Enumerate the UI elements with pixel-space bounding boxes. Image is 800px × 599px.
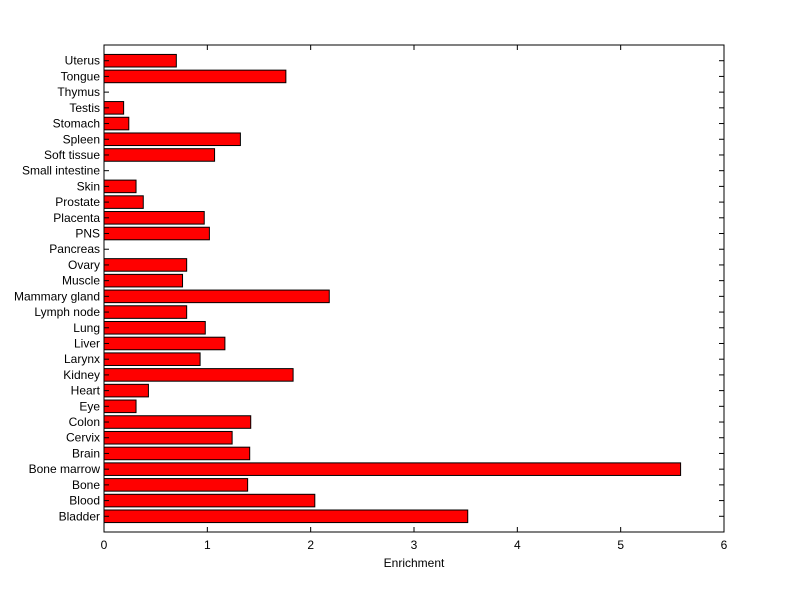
y-tick-label: Cervix bbox=[66, 431, 100, 445]
bar-brain bbox=[103, 446, 251, 461]
x-axis-label: Enrichment bbox=[384, 556, 445, 570]
y-tick-label: Small intestine bbox=[22, 164, 100, 178]
y-tick-label: Skin bbox=[77, 179, 100, 193]
bar-heart bbox=[103, 383, 149, 398]
y-tick-label: Eye bbox=[79, 399, 100, 413]
y-tick-label: PNS bbox=[75, 227, 100, 241]
y-tick-label: Heart bbox=[71, 384, 101, 398]
x-tick-label: 2 bbox=[307, 538, 314, 552]
y-tick-label: Stomach bbox=[53, 117, 100, 131]
x-tick-label: 0 bbox=[101, 538, 108, 552]
bar-larynx bbox=[103, 352, 201, 366]
x-tick-label: 3 bbox=[411, 538, 418, 552]
y-tick-label: Colon bbox=[69, 415, 100, 429]
bar-spleen bbox=[103, 132, 241, 147]
x-tick-label: 4 bbox=[514, 538, 521, 552]
bar-lymph-node bbox=[103, 305, 188, 319]
bar-ovary bbox=[103, 258, 188, 272]
y-tick-label: Soft tissue bbox=[44, 148, 100, 162]
bar-pns bbox=[103, 226, 210, 241]
y-tick-label: Muscle bbox=[62, 274, 100, 288]
y-tick-label: Mammary gland bbox=[14, 289, 100, 303]
y-tick-label: Brain bbox=[72, 446, 100, 460]
bar-bone-marrow bbox=[103, 462, 682, 476]
y-tick-label: Ovary bbox=[68, 258, 100, 272]
bar-bone bbox=[103, 478, 249, 492]
y-tick-label: Testis bbox=[69, 101, 100, 115]
bar-tongue bbox=[103, 69, 287, 84]
x-tick-label: 1 bbox=[204, 538, 211, 552]
y-tick-label: Lymph node bbox=[34, 305, 100, 319]
bar-lung bbox=[103, 320, 206, 335]
bar-prostate bbox=[103, 195, 144, 209]
y-tick-label: Pancreas bbox=[49, 242, 100, 256]
bars-group bbox=[103, 53, 682, 524]
bar-placenta bbox=[103, 211, 205, 225]
y-tick-label: Prostate bbox=[55, 195, 100, 209]
y-tick-label: Thymus bbox=[57, 85, 100, 99]
y-tick-label: Tongue bbox=[61, 69, 101, 83]
bar-soft-tissue bbox=[103, 148, 216, 162]
bar-uterus bbox=[103, 53, 177, 68]
y-tick-label: Spleen bbox=[63, 132, 100, 146]
y-tick-label: Placenta bbox=[53, 211, 100, 225]
y-tick-label: Bone marrow bbox=[29, 462, 101, 476]
bar-kidney bbox=[103, 368, 294, 382]
y-tick-label: Bone bbox=[72, 478, 100, 492]
bar-cervix bbox=[103, 430, 233, 445]
y-tick-label: Blood bbox=[69, 494, 100, 508]
y-tick-label: Larynx bbox=[64, 352, 100, 366]
bar-colon bbox=[103, 415, 252, 429]
y-tick-label: Liver bbox=[74, 336, 100, 350]
x-tick-labels: 0 1 2 3 4 5 6 bbox=[101, 538, 728, 552]
bar-mammary-gland bbox=[103, 289, 330, 304]
y-tick-label: Bladder bbox=[59, 509, 100, 523]
y-tick-label: Uterus bbox=[65, 54, 100, 68]
plot-frame bbox=[103, 44, 725, 533]
y-tick-label: Kidney bbox=[63, 368, 100, 382]
y-tick-label: Lung bbox=[73, 321, 100, 335]
x-tick-label: 6 bbox=[721, 538, 728, 552]
bar-liver bbox=[103, 336, 226, 351]
ticks-group bbox=[103, 45, 725, 532]
bar-muscle bbox=[103, 273, 184, 288]
bar-bladder bbox=[103, 509, 469, 524]
bar-blood bbox=[103, 493, 316, 508]
x-tick-label: 5 bbox=[617, 538, 624, 552]
